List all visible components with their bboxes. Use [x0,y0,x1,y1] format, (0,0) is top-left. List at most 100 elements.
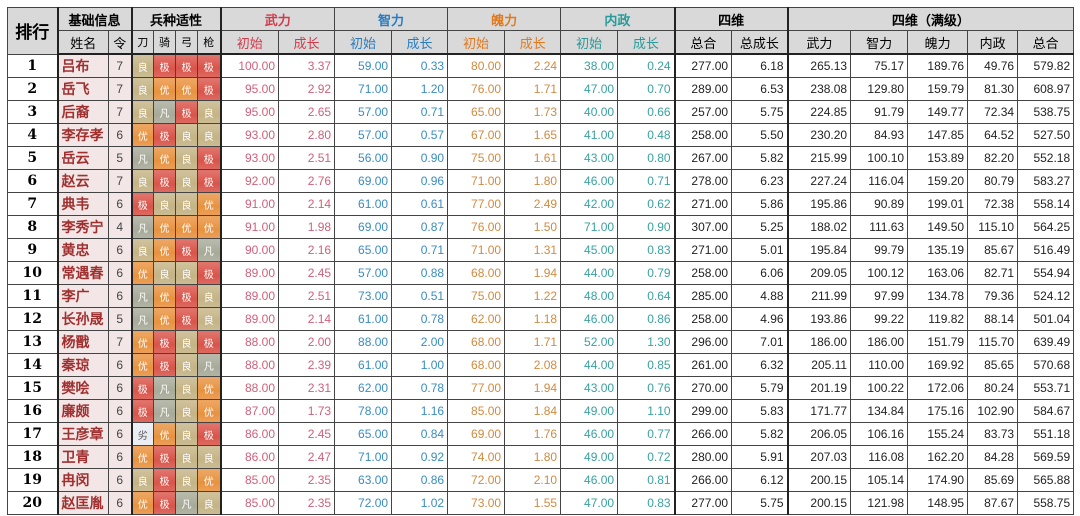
zhi-growth-cell: 0.88 [391,261,449,285]
nei-init-cell: 48.00 [560,284,619,308]
wu-init-cell: 91.00 [219,215,280,239]
po-growth-cell: 1.84 [504,399,562,423]
max-zhi-cell: 134.84 [850,399,909,423]
po-growth-cell: 1.65 [504,123,562,147]
max-nei-cell: 85.67 [967,238,1019,262]
rank-cell: 17 [7,422,58,446]
qiang-aptitude-cell: 优 [197,399,222,423]
gong-aptitude-cell: 良 [175,330,199,354]
total-growth-cell: 4.96 [731,307,789,331]
ling-cell: 6 [107,445,133,469]
max-nei-cell: 72.34 [967,100,1019,124]
max-nei-cell: 80.79 [967,169,1019,193]
table-row: 12 长孙晟 5 凡优极良 89.00 2.14 61.00 0.78 62.00 1.18 46.… [7,307,1075,331]
zhi-header: 智力 [334,7,449,31]
qi-aptitude-cell: 极 [153,491,177,515]
max-po-cell: 155.24 [907,422,969,446]
nei-growth-cell: 0.71 [617,169,676,193]
max-total-cell: 538.75 [1017,100,1075,124]
zhi-init-cell: 65.00 [334,422,393,446]
po-init-cell: 62.00 [447,307,506,331]
wu-growth-cell: 1.73 [278,399,336,423]
rank-cell: 14 [7,353,58,377]
po-header: 魄力 [447,7,562,31]
max-zhi-cell: 129.80 [850,77,909,101]
name-cell: 廉颇 [56,399,109,423]
qi-aptitude-cell: 良 [153,261,177,285]
wu-growth-cell: 2.14 [278,307,336,331]
total-cell: 258.00 [673,123,733,147]
rank-cell: 19 [7,468,58,492]
po-growth-header: 成长 [504,30,562,55]
qiang-aptitude-cell: 良 [197,307,222,331]
total-cell: 257.00 [673,100,733,124]
rank-cell: 1 [7,53,58,78]
max-po-cell: 174.90 [907,468,969,492]
wu-growth-cell: 2.45 [278,422,336,446]
gong-aptitude-cell: 优 [175,215,199,239]
qi-aptitude-cell: 极 [153,445,177,469]
wu-init-cell: 93.00 [219,123,280,147]
wu-growth-cell: 2.80 [278,123,336,147]
max-total-cell: 608.97 [1017,77,1075,101]
name-cell: 王彦章 [56,422,109,446]
table-row: 4 李存孝 6 优极良良 93.00 2.80 57.00 0.57 67.00 1.65 41.0… [7,123,1075,147]
zhi-init-cell: 61.00 [334,192,393,216]
max-zhi-cell: 91.79 [850,100,909,124]
max-po-cell: 119.82 [907,307,969,331]
four-stats-max-header: 四维（满级） [786,7,1075,31]
total-growth-cell: 5.01 [731,238,789,262]
wu-growth-cell: 2.35 [278,491,336,515]
zhi-growth-cell: 0.51 [391,284,449,308]
max-total-cell: 558.14 [1017,192,1075,216]
max-wu-cell: 200.15 [786,491,852,515]
zhi-init-cell: 57.00 [334,261,393,285]
qiang-aptitude-cell: 极 [197,261,222,285]
ling-cell: 5 [107,146,133,170]
zhi-init-cell: 57.00 [334,100,393,124]
total-cell: 296.00 [673,330,733,354]
qi-aptitude-cell: 优 [153,422,177,446]
max-wu-cell: 230.20 [786,123,852,147]
max-wu-cell: 215.99 [786,146,852,170]
wu-init-cell: 87.00 [219,399,280,423]
total-cell: 258.00 [673,307,733,331]
name-cell: 后裔 [56,100,109,124]
nei-growth-cell: 0.62 [617,192,676,216]
po-init-cell: 71.00 [447,238,506,262]
wu-init-cell: 88.00 [219,330,280,354]
nei-growth-cell: 0.86 [617,307,676,331]
qiang-aptitude-cell: 凡 [197,353,222,377]
dao-aptitude-cell: 凡 [130,307,155,331]
po-init-cell: 77.00 [447,192,506,216]
max-wu-cell: 188.02 [786,215,852,239]
qi-header: 骑 [153,30,177,55]
max-total-cell: 565.88 [1017,468,1075,492]
rank-cell: 15 [7,376,58,400]
zhi-init-cell: 72.00 [334,491,393,515]
max-wu-cell: 227.24 [786,169,852,193]
max-po-cell: 153.89 [907,146,969,170]
rank-cell: 16 [7,399,58,423]
max-po-cell: 163.06 [907,261,969,285]
qiang-aptitude-cell: 良 [197,123,222,147]
total-cell: 266.00 [673,468,733,492]
max-nei-cell: 85.65 [967,353,1019,377]
nei-growth-cell: 0.90 [617,215,676,239]
wu-init-cell: 90.00 [219,238,280,262]
name-cell: 岳云 [56,146,109,170]
max-wu-cell: 205.11 [786,353,852,377]
max-total-cell: 554.94 [1017,261,1075,285]
max-zhi-cell: 106.16 [850,422,909,446]
dao-aptitude-cell: 良 [130,169,155,193]
max-total-cell: 583.27 [1017,169,1075,193]
qi-aptitude-cell: 优 [153,146,177,170]
max-nei-cell: 83.73 [967,422,1019,446]
rank-cell: 6 [7,169,58,193]
nei-growth-cell: 1.10 [617,399,676,423]
qi-aptitude-cell: 极 [153,330,177,354]
max-nei-header: 内政 [967,30,1019,55]
wu-growth-cell: 2.31 [278,376,336,400]
table-row: 3 后裔 7 良凡极良 95.00 2.65 57.00 0.71 65.00 1.73 40.00… [7,100,1075,124]
max-nei-cell: 81.30 [967,77,1019,101]
